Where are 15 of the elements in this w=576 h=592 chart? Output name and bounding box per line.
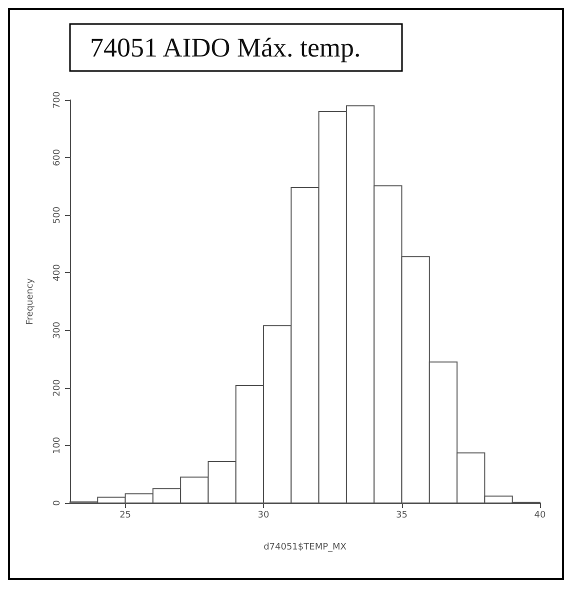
x-tick-label: 30 <box>258 510 270 520</box>
x-tick-label: 35 <box>396 510 408 520</box>
y-axis-title: Frequency <box>26 278 36 325</box>
x-tick-label: 40 <box>534 510 546 520</box>
y-tick-label: 400 <box>52 264 62 282</box>
y-tick-label: 200 <box>52 379 62 396</box>
y-tick-label: 300 <box>52 321 62 339</box>
x-tick-label: 25 <box>120 510 132 520</box>
x-axis-title: d74051$TEMP_MX <box>264 542 346 552</box>
y-tick-label: 600 <box>52 148 62 166</box>
y-tick-label: 100 <box>52 436 62 454</box>
y-tick-label: 500 <box>52 206 62 224</box>
y-tick-label: 700 <box>52 91 62 109</box>
chart-title: 74051 AIDO Máx. temp. <box>90 32 361 62</box>
y-tick-label: 0 <box>52 500 62 506</box>
